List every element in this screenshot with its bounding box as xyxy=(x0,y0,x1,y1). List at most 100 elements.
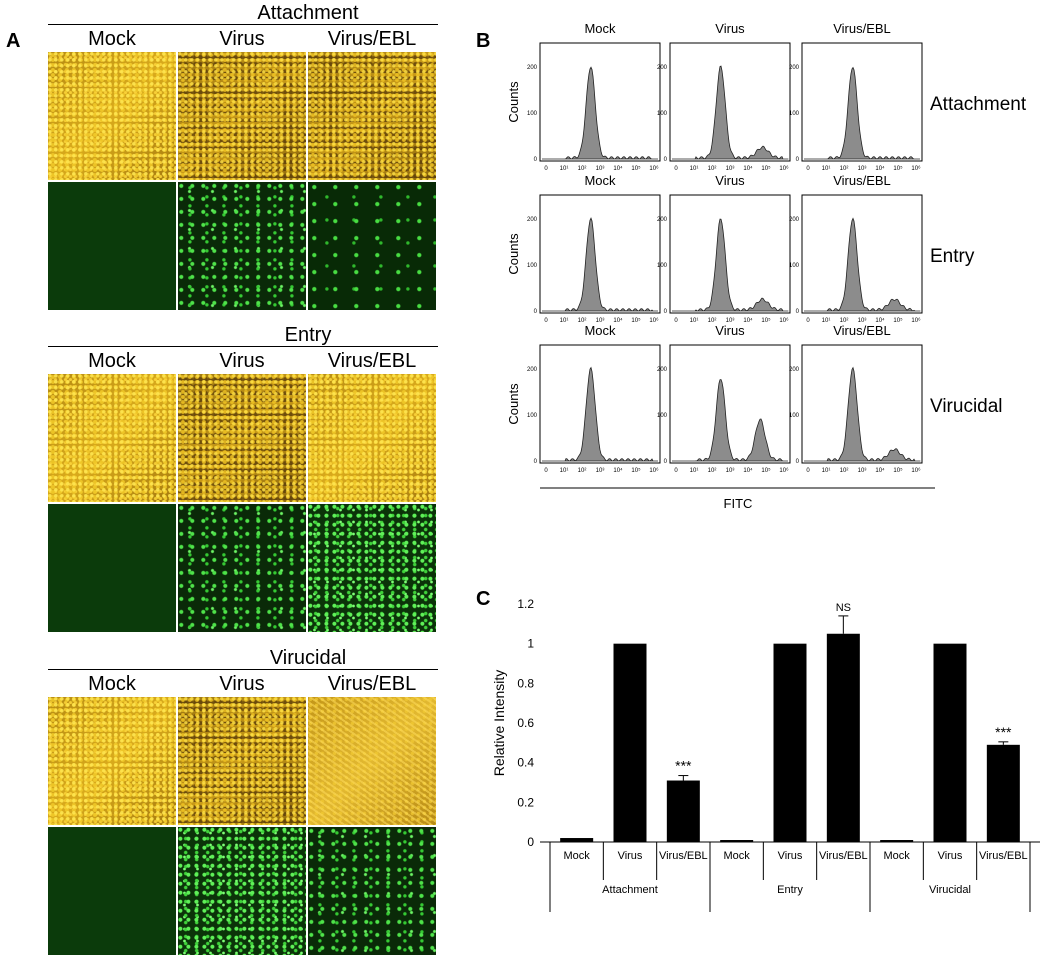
category-label: Virus/EBL xyxy=(819,850,868,862)
histogram-x-tick: 10¹ xyxy=(560,468,569,474)
panel-b-letter: B xyxy=(476,30,491,52)
histogram-x-tick: 10⁴ xyxy=(613,165,623,172)
panel-a-group-title: Attachment xyxy=(257,2,359,24)
fluorescence-image xyxy=(178,827,306,955)
bar xyxy=(826,633,860,842)
histogram-x-tick: 10¹ xyxy=(690,318,699,324)
histogram-column-label: Virus/EBL xyxy=(833,323,891,338)
y-tick-label: 0 xyxy=(527,835,534,849)
group-label: Entry xyxy=(777,884,803,896)
histogram-x-tick: 10⁴ xyxy=(743,317,753,324)
histogram-column-label: Virus xyxy=(715,173,745,188)
histogram-y-tick: 0 xyxy=(796,157,800,163)
histogram-x-tick: 10² xyxy=(708,166,717,172)
histogram-x-tick: 10⁶ xyxy=(779,165,789,172)
histogram-x-tick: 10⁶ xyxy=(779,317,789,324)
brightfield-image xyxy=(48,697,176,825)
histogram-x-tick: 10⁵ xyxy=(893,165,903,172)
category-label: Virus/EBL xyxy=(979,850,1028,862)
histogram-x-tick: 0 xyxy=(544,468,548,474)
histogram-x-tick: 10¹ xyxy=(560,166,569,172)
bar xyxy=(666,780,700,842)
brightfield-image xyxy=(48,52,176,180)
histogram-x-tick: 10² xyxy=(578,318,587,324)
histogram-y-tick: 0 xyxy=(534,459,538,465)
histogram-x-tick: 10⁵ xyxy=(761,317,771,324)
histogram-x-tick: 10⁵ xyxy=(893,467,903,474)
histogram-y-tick: 100 xyxy=(527,111,538,117)
histogram-y-tick: 100 xyxy=(657,263,668,269)
histogram-x-tick: 10⁴ xyxy=(613,317,623,324)
fluorescence-image xyxy=(308,827,436,955)
panel-a-group-rule xyxy=(48,24,438,25)
histogram-x-tick: 10³ xyxy=(596,318,605,324)
histogram-x-tick: 10⁴ xyxy=(743,467,753,474)
panel-c-letter: C xyxy=(476,588,491,610)
panel-a-column-label: Virus/EBL xyxy=(327,673,417,695)
histogram-fill xyxy=(672,218,789,312)
bar xyxy=(880,840,914,842)
histogram-frame xyxy=(539,42,661,162)
histogram-x-tick: 10⁶ xyxy=(649,165,659,172)
histogram-y-tick: 100 xyxy=(657,111,668,117)
histogram-y-tick: 100 xyxy=(657,413,668,419)
histogram-y-tick: 0 xyxy=(534,309,538,315)
histogram-x-tick: 10³ xyxy=(726,166,735,172)
histogram-x-tick: 10⁴ xyxy=(613,467,623,474)
fluorescence-image xyxy=(178,504,306,632)
histogram-frame xyxy=(801,42,923,162)
category-label: Virus/EBL xyxy=(659,850,708,862)
histogram-column-label: Mock xyxy=(584,173,616,188)
histogram-x-tick: 10⁶ xyxy=(649,467,659,474)
histogram-y-tick: 200 xyxy=(657,367,668,373)
histogram-y-tick: 100 xyxy=(527,263,538,269)
histogram-y-tick: 200 xyxy=(657,217,668,223)
histogram-x-tick: 0 xyxy=(544,318,548,324)
panel-a-group-title: Entry xyxy=(284,324,332,346)
brightfield-image xyxy=(308,697,436,825)
panel-a-group-title: Virucidal xyxy=(269,647,347,669)
panel-a-column-label: Mock xyxy=(88,673,136,695)
histogram-y-tick: 0 xyxy=(534,157,538,163)
panel-a-column-label: Virus/EBL xyxy=(327,28,417,50)
histogram-x-tick: 0 xyxy=(806,318,810,324)
histogram-y-tick: 100 xyxy=(789,413,800,419)
significance-label: NS xyxy=(836,602,851,614)
histogram-y-tick: 200 xyxy=(527,217,538,223)
histogram-x-tick: 10² xyxy=(840,468,849,474)
brightfield-image xyxy=(178,697,306,825)
histogram-frame xyxy=(669,42,791,162)
brightfield-image xyxy=(308,374,436,502)
y-tick-label: 1 xyxy=(527,637,534,651)
histogram-y-tick: 200 xyxy=(789,65,800,71)
histogram-x-tick: 10¹ xyxy=(822,166,831,172)
y-axis-label: Relative Intensity xyxy=(491,670,507,777)
histogram-x-tick: 10⁶ xyxy=(911,317,921,324)
histogram-x-tick: 10¹ xyxy=(822,318,831,324)
histogram-y-tick: 0 xyxy=(664,157,668,163)
histogram-frame xyxy=(801,344,923,464)
y-tick-label: 1.2 xyxy=(517,597,534,611)
brightfield-image xyxy=(48,374,176,502)
bar xyxy=(986,744,1020,842)
histogram-x-tick: 10⁴ xyxy=(875,317,885,324)
histogram-frame xyxy=(669,194,791,314)
histogram-x-tick: 10⁶ xyxy=(649,317,659,324)
histogram-x-tick: 10³ xyxy=(858,318,867,324)
histogram-y-label: Counts xyxy=(506,81,521,123)
histogram-column-label: Virus/EBL xyxy=(833,21,891,36)
histogram-x-tick: 10¹ xyxy=(822,468,831,474)
category-label: Mock xyxy=(724,850,751,862)
histogram-x-tick: 10³ xyxy=(858,166,867,172)
fitc-axis-label: FITC xyxy=(724,496,753,511)
histogram-x-tick: 10² xyxy=(578,166,587,172)
fluorescence-image xyxy=(308,504,436,632)
panel-a-column-label: Mock xyxy=(88,28,136,50)
histogram-column-label: Virus/EBL xyxy=(833,173,891,188)
histogram-y-label: Counts xyxy=(506,383,521,425)
histogram-y-tick: 0 xyxy=(664,459,668,465)
histogram-x-tick: 10⁵ xyxy=(631,165,641,172)
category-label: Virus xyxy=(618,850,643,862)
histogram-fill xyxy=(542,66,658,160)
category-label: Mock xyxy=(564,850,591,862)
